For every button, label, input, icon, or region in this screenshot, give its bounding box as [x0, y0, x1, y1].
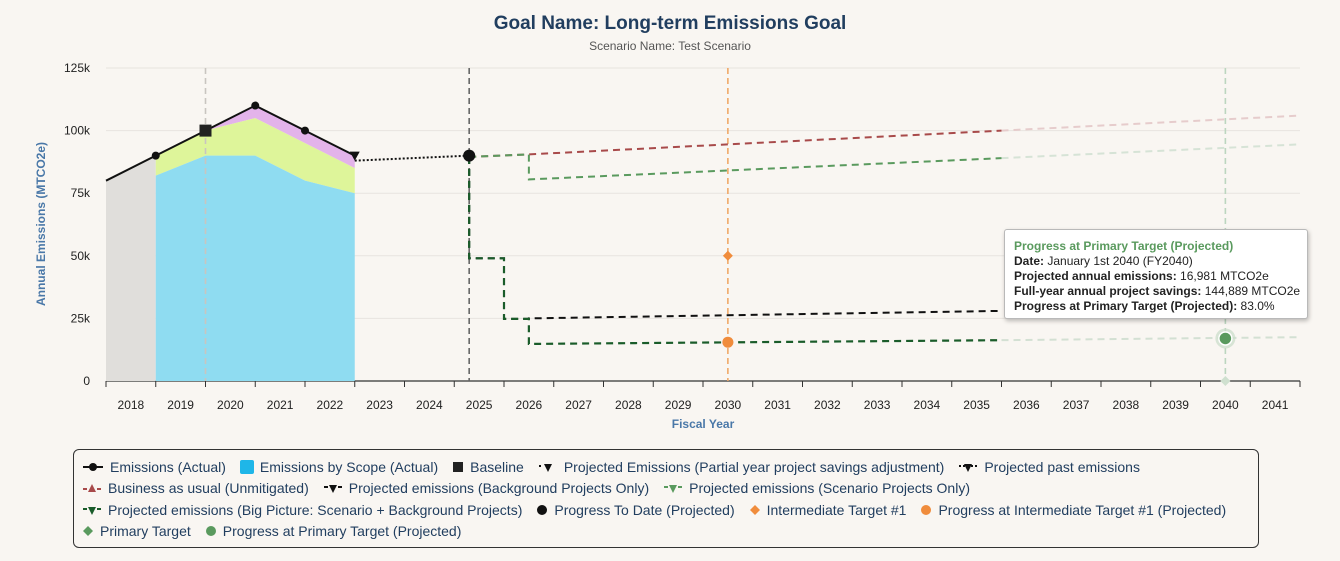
x-tick-label: 2031: [764, 398, 791, 412]
background-line: [468, 156, 1002, 320]
legend-item-intermediate-target[interactable]: Intermediate Target #1: [749, 502, 906, 518]
y-axis-title: Annual Emissions (MTCO2e): [34, 142, 48, 306]
x-tick-label: 2039: [1162, 398, 1189, 412]
x-tick-label: 2021: [267, 398, 294, 412]
x-tick-label: 2028: [615, 398, 642, 412]
y-tick-label: 75k: [71, 186, 91, 200]
legend-item-baseline[interactable]: Baseline: [452, 459, 524, 475]
big-picture-line: [468, 156, 1002, 346]
big-picture-line-faded: [1001, 336, 1301, 342]
legend-item-scenario-only[interactable]: Projected emissions (Scenario Projects O…: [663, 480, 970, 496]
x-tick-label: 2035: [963, 398, 990, 412]
scope1-area: [155, 155, 355, 381]
x-tick-label: 2036: [1013, 398, 1040, 412]
actual-emissions-line: [105, 104, 356, 182]
legend-item-big-picture[interactable]: Projected emissions (Big Picture: Scenar…: [82, 502, 522, 518]
circle-icon: [921, 504, 932, 515]
x-tick-label: 2018: [118, 398, 145, 412]
bau-line: [469, 129, 1002, 158]
y-tick-label: 50k: [71, 249, 91, 263]
legend-item-primary-progress[interactable]: Progress at Primary Target (Projected): [205, 523, 461, 539]
tooltip-date: Date: January 1st 2040 (FY2040): [1014, 254, 1193, 268]
x-tick-label: 2019: [167, 398, 194, 412]
x-tick-label: 2040: [1212, 398, 1239, 412]
tooltip-title: Progress at Primary Target (Projected): [1014, 239, 1234, 253]
x-tick-label: 2023: [366, 398, 393, 412]
triangle-down-icon: [538, 463, 552, 472]
intermediate-target-marker: [722, 250, 733, 261]
circle-icon: [205, 526, 216, 537]
legend-item-progress-to-date[interactable]: Progress To Date (Projected): [536, 502, 735, 518]
actual-emissions-point: [151, 151, 160, 160]
legend-item-intermediate-progress[interactable]: Progress at Intermediate Target #1 (Proj…: [920, 502, 1226, 518]
bau-line-faded: [1001, 114, 1301, 132]
triangle-down-icon: [83, 506, 101, 515]
x-tick-label: 2027: [565, 398, 592, 412]
x-tick-label: 2037: [1063, 398, 1090, 412]
x-tick-label: 2020: [217, 398, 244, 412]
y-tick-label: 0: [83, 374, 90, 388]
tooltip-savings: Full-year annual project savings: 144,88…: [1014, 284, 1301, 298]
scenario-line: [469, 153, 1002, 181]
chart-title: Goal Name: Long-term Emissions Goal: [493, 13, 847, 34]
square-icon: [239, 459, 254, 474]
x-tick-label: 2032: [814, 398, 841, 412]
legend-item-emissions-by-scope[interactable]: Emissions by Scope (Actual): [239, 459, 438, 475]
x-tick-label: 2030: [715, 398, 742, 412]
chart-legend: Emissions (Actual) Emissions by Scope (A…: [73, 449, 1259, 548]
legend-row: Projected emissions (Big Picture: Scenar…: [82, 499, 1258, 521]
x-tick-label: 2024: [416, 398, 443, 412]
legend-item-background-only[interactable]: Projected emissions (Background Projects…: [323, 480, 649, 496]
scenario-line-faded: [1001, 143, 1301, 160]
legend-row: Business as usual (Unmitigated) Projecte…: [82, 478, 1258, 500]
square-icon: [453, 461, 464, 472]
x-tick-label: 2026: [516, 398, 543, 412]
legend-item-emissions-actual[interactable]: Emissions (Actual): [82, 459, 226, 475]
tooltip-progress: Progress at Primary Target (Projected): …: [1014, 299, 1275, 313]
x-tick-label: 2025: [466, 398, 493, 412]
legend-item-primary-target[interactable]: Primary Target: [82, 523, 191, 539]
y-tick-label: 25k: [71, 311, 91, 325]
diamond-icon: [749, 504, 760, 515]
line-dot-icon: [83, 462, 103, 471]
x-tick-label: 2029: [665, 398, 692, 412]
legend-item-projected-past[interactable]: Projected past emissions: [958, 459, 1140, 475]
legend-item-partial-year[interactable]: Projected Emissions (Partial year projec…: [538, 459, 944, 475]
x-tick-label: 2033: [864, 398, 891, 412]
tooltip-projected: Projected annual emissions: 16,981 MTCO2…: [1014, 269, 1269, 283]
triangle-down-icon: [664, 485, 683, 494]
y-tick-label: 125k: [64, 61, 91, 75]
primary-progress-point: [1218, 331, 1233, 346]
pre-baseline-area: [106, 155, 156, 381]
x-tick-label: 2022: [317, 398, 344, 412]
x-tick-label: 2034: [914, 398, 941, 412]
baseline-marker: [199, 124, 212, 137]
diamond-icon: [83, 526, 93, 537]
triangle-up-icon: [83, 484, 101, 493]
emissions-chart: 0 25k 50k 75k 100k 125k 2018 2019 2020 2021 2022 20…: [34, 61, 1301, 431]
primary-target-tooltip: Progress at Primary Target (Projected) D…: [1004, 229, 1308, 319]
triangle-down-icon: [323, 485, 342, 494]
x-tick-label: 2038: [1113, 398, 1140, 412]
chart-subtitle: Scenario Name: Test Scenario: [589, 39, 751, 53]
projected-past-line: [354, 154, 470, 162]
triangle-down-icon: [959, 463, 978, 472]
intermediate-progress-point: [722, 336, 734, 348]
x-tick-label: 2041: [1262, 398, 1289, 412]
actual-emissions-point: [301, 126, 309, 135]
partial-year-marker: [349, 151, 360, 161]
actual-emissions-point: [251, 101, 260, 110]
circle-icon: [537, 504, 548, 515]
y-tick-label: 100k: [64, 124, 91, 138]
x-axis-title: Fiscal Year: [672, 417, 735, 431]
progress-to-date-point: [463, 149, 476, 162]
primary-target-marker: [1220, 376, 1231, 386]
legend-row: Primary Target Progress at Primary Targe…: [82, 521, 1258, 543]
legend-row: Emissions (Actual) Emissions by Scope (A…: [82, 456, 1258, 478]
legend-item-bau[interactable]: Business as usual (Unmitigated): [82, 480, 309, 496]
